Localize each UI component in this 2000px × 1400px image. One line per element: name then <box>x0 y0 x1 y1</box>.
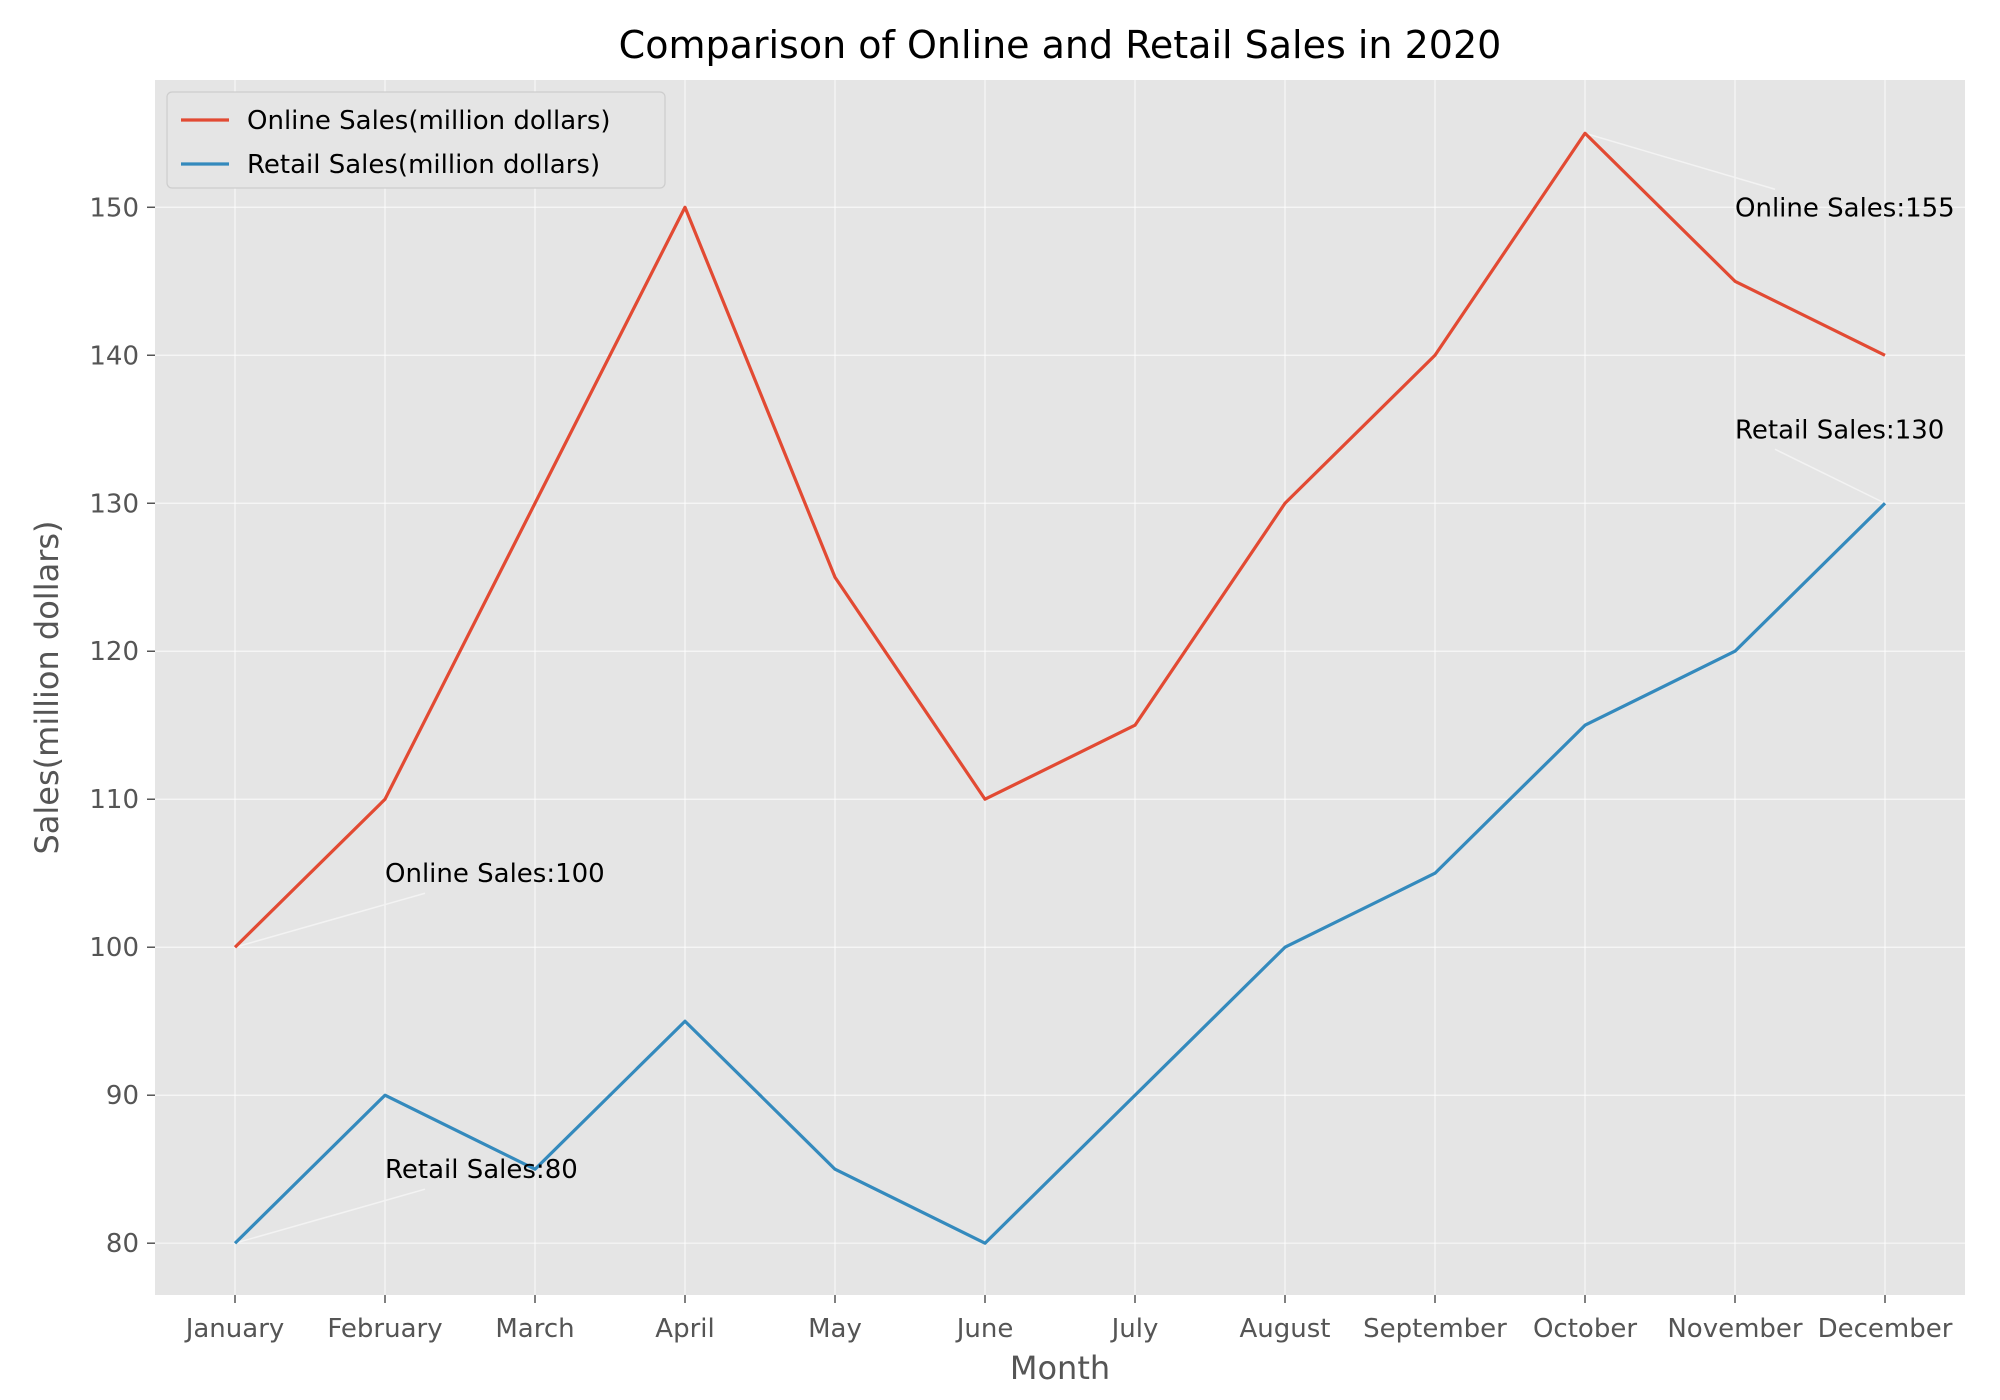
y-axis: 80 90 100 110 120 130 140 150 <box>89 193 155 1259</box>
annotation-connector <box>1774 448 1886 504</box>
y-tick-label: 80 <box>106 1229 139 1259</box>
y-axis-title: Sales(million dollars) <box>28 520 66 854</box>
plot-area <box>155 80 1965 1295</box>
x-tick-label: August <box>1240 1314 1331 1344</box>
annotation-label: Online Sales:100 <box>385 859 605 889</box>
grid-lines <box>155 80 1965 1295</box>
y-tick-label: 90 <box>106 1081 139 1111</box>
x-axis: January February March April May June July Augu… <box>184 1295 1953 1344</box>
y-tick-label: 100 <box>89 933 139 963</box>
annotation-connector <box>234 1188 426 1244</box>
x-tick-label: September <box>1363 1314 1507 1344</box>
x-tick-label: March <box>495 1314 574 1344</box>
series-layer <box>233 131 1887 1245</box>
annotation-connector <box>1584 132 1776 190</box>
annotation-label: Online Sales:155 <box>1735 193 1955 223</box>
legend: Online Sales(million dollars) Retail Sale… <box>166 91 666 189</box>
annotation-connectors <box>234 132 1886 1244</box>
retail-sales-line <box>233 502 1887 1245</box>
x-tick-label: July <box>1110 1314 1159 1344</box>
x-tick-label: February <box>327 1314 442 1344</box>
x-tick-label: January <box>184 1314 285 1344</box>
online-sales-line <box>233 131 1886 949</box>
legend-label-online: Online Sales(million dollars) <box>247 106 611 136</box>
x-tick-label: December <box>1818 1314 1953 1344</box>
x-tick-label: November <box>1667 1314 1803 1344</box>
y-tick-label: 140 <box>89 341 139 371</box>
annotation-connector <box>234 892 426 948</box>
x-axis-title: Month <box>1010 1349 1110 1387</box>
y-tick-label: 130 <box>89 489 139 519</box>
x-tick-label: October <box>1533 1314 1637 1344</box>
y-tick-label: 120 <box>89 637 139 667</box>
x-tick-label: June <box>955 1314 1014 1344</box>
x-tick-label: May <box>808 1314 862 1344</box>
legend-label-retail: Retail Sales(million dollars) <box>247 150 600 180</box>
y-tick-label: 110 <box>89 785 139 815</box>
y-tick-label: 150 <box>89 193 139 223</box>
annotation-label: Retail Sales:80 <box>385 1155 578 1185</box>
annotation-labels: Online Sales:100 Retail Sales:80 Online Sa… <box>385 193 1955 1185</box>
x-tick-label: April <box>655 1314 714 1344</box>
chart-title: Comparison of Online and Retail Sales in… <box>619 23 1502 67</box>
legend-box <box>166 91 666 189</box>
annotation-label: Retail Sales:130 <box>1735 415 1944 445</box>
